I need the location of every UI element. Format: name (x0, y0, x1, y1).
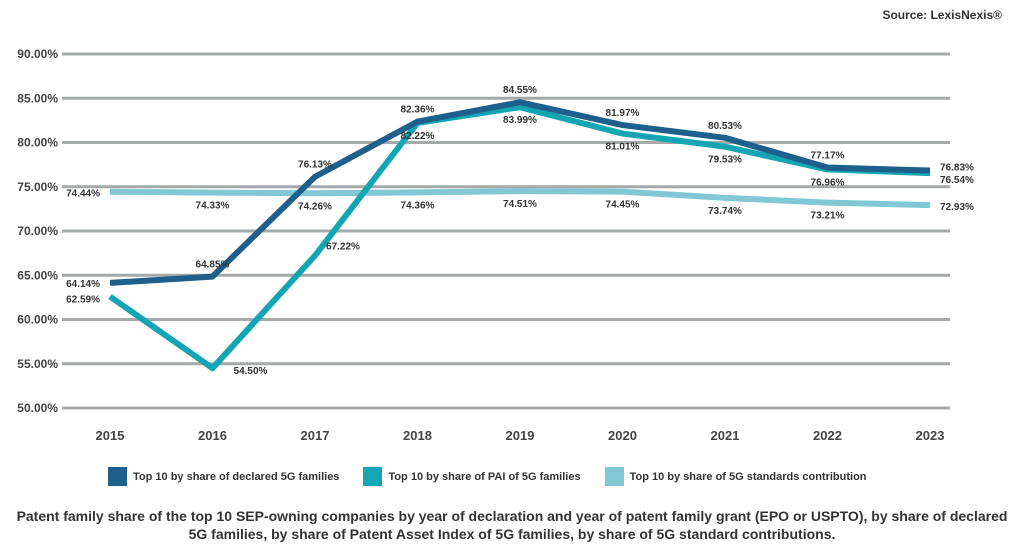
legend-swatch-icon (363, 467, 383, 486)
x-tick-label: 2016 (198, 428, 227, 443)
legend-swatch-icon (604, 467, 624, 486)
y-axis: 50.00% 55.00% 60.00% 65.00% 70.00% 75.00% 80.0… (17, 47, 58, 415)
data-label: 76.54% (940, 175, 974, 186)
figure-caption: Patent family share of the top 10 SEP-ow… (16, 508, 1008, 542)
data-label: 79.53% (708, 155, 742, 166)
x-tick-label: 2019 (506, 428, 535, 443)
data-label: 76.83% (940, 163, 974, 174)
x-tick-label: 2015 (96, 428, 125, 443)
line-chart: 50.00% 55.00% 60.00% 65.00% 70.00% 75.00% 80.0… (17, 47, 974, 443)
legend-label: Top 10 by share of PAI of 5G families (388, 470, 581, 483)
data-label: 74.26% (298, 201, 332, 212)
data-label: 74.36% (401, 200, 435, 211)
gridlines (62, 52, 950, 410)
data-label: 62.59% (66, 295, 100, 306)
data-label: 83.99% (503, 115, 537, 126)
legend: Top 10 by share of declared 5G families … (108, 467, 867, 486)
data-label: 74.45% (606, 200, 640, 211)
y-tick-label: 70.00% (17, 224, 58, 238)
y-tick-label: 50.00% (17, 401, 58, 415)
y-tick-label: 60.00% (17, 313, 58, 327)
x-tick-label: 2017 (301, 428, 330, 443)
data-label: 82.22% (401, 131, 435, 142)
legend-swatch-icon (108, 467, 127, 486)
x-tick-label: 2020 (608, 428, 637, 443)
x-axis: 2015 2016 2017 2018 2019 2020 2021 2022 2023 (96, 428, 945, 443)
y-tick-label: 90.00% (17, 47, 58, 61)
legend-item-pai: Top 10 by share of PAI of 5G families (363, 467, 581, 486)
data-label: 64.85% (196, 260, 230, 271)
data-label: 74.33% (196, 201, 230, 212)
data-label: 76.96% (811, 177, 845, 188)
data-label: 73.21% (811, 211, 845, 222)
y-tick-label: 85.00% (17, 91, 58, 105)
y-tick-label: 80.00% (17, 136, 58, 150)
data-label: 74.51% (503, 199, 537, 210)
series-line (108, 104, 931, 372)
data-label: 54.50% (234, 366, 268, 377)
data-label: 77.17% (811, 151, 845, 162)
y-tick-label: 75.00% (17, 180, 58, 194)
y-tick-label: 55.00% (17, 357, 58, 371)
data-label: 81.01% (606, 142, 640, 153)
data-label: 74.44% (66, 189, 100, 200)
x-tick-label: 2021 (711, 428, 740, 443)
y-tick-label: 65.00% (17, 268, 58, 282)
data-label: 81.97% (606, 108, 640, 119)
series-lines (108, 99, 931, 372)
data-label: 64.14% (66, 279, 100, 290)
data-label: 73.74% (708, 206, 742, 217)
legend-label: Top 10 by share of 5G standards contribu… (629, 470, 867, 483)
series-line (109, 99, 931, 286)
data-label: 72.93% (940, 202, 974, 213)
legend-item-standards: Top 10 by share of 5G standards contribu… (604, 467, 867, 486)
x-tick-label: 2018 (403, 428, 432, 443)
data-label: 84.55% (503, 85, 537, 96)
data-label: 67.22% (326, 242, 360, 253)
x-tick-label: 2022 (813, 428, 842, 443)
data-label: 76.13% (298, 160, 332, 171)
data-label: 82.36% (401, 105, 435, 116)
source-note: Source: LexisNexis® (882, 8, 1002, 22)
x-tick-label: 2023 (916, 428, 945, 443)
legend-label: Top 10 by share of declared 5G families (133, 470, 340, 483)
data-label: 80.53% (708, 121, 742, 132)
series-line (109, 188, 931, 209)
data-labels: 64.14% 64.85% 76.13% 82.36% 84.55% 81.97% 80.5… (66, 85, 974, 377)
legend-item-declared: Top 10 by share of declared 5G families (108, 467, 339, 486)
